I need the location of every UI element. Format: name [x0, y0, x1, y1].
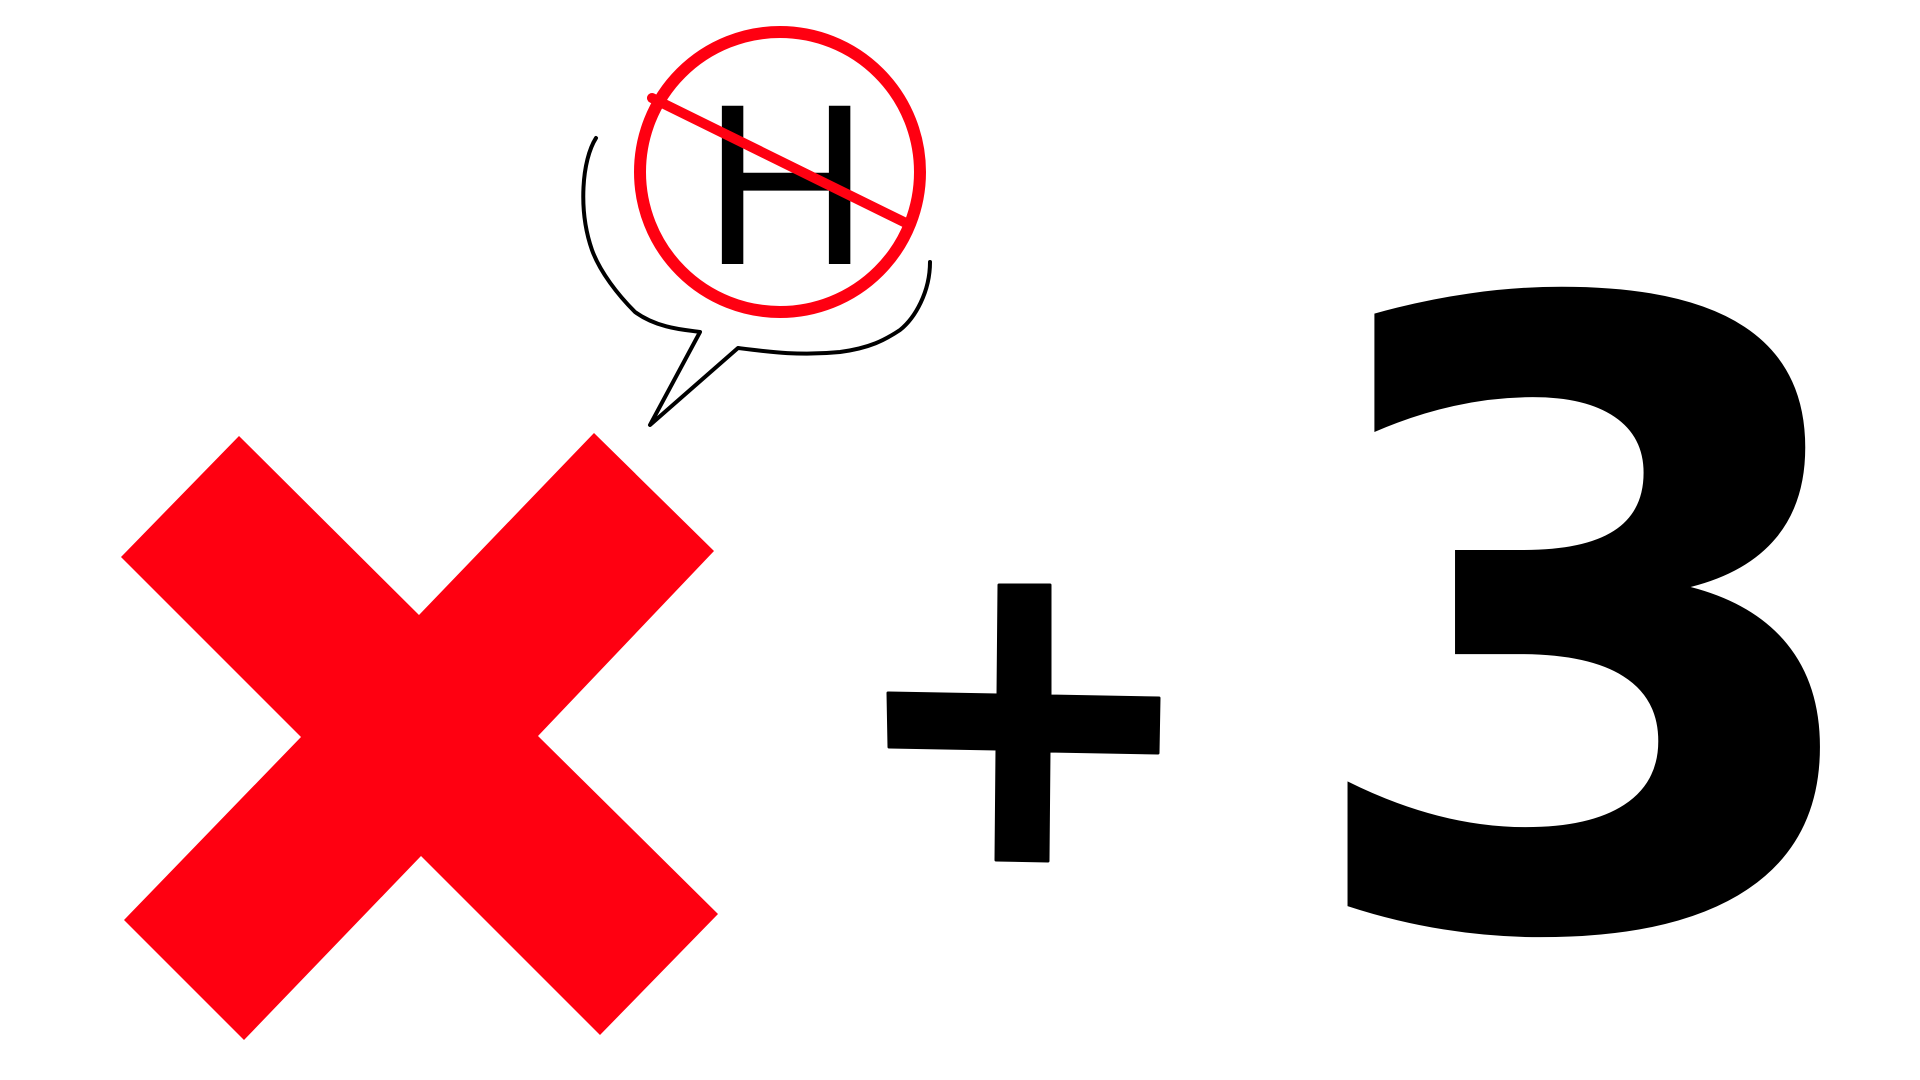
plus-shape [886, 583, 1161, 863]
crossed-out-letter: H [703, 56, 870, 313]
cross-mark-shape [121, 433, 718, 1040]
prohibition-circle [634, 26, 926, 318]
number-three: 3 [1290, 127, 1889, 1080]
prohibition-slash [647, 93, 913, 229]
speech-bubble-outline [581, 136, 932, 427]
